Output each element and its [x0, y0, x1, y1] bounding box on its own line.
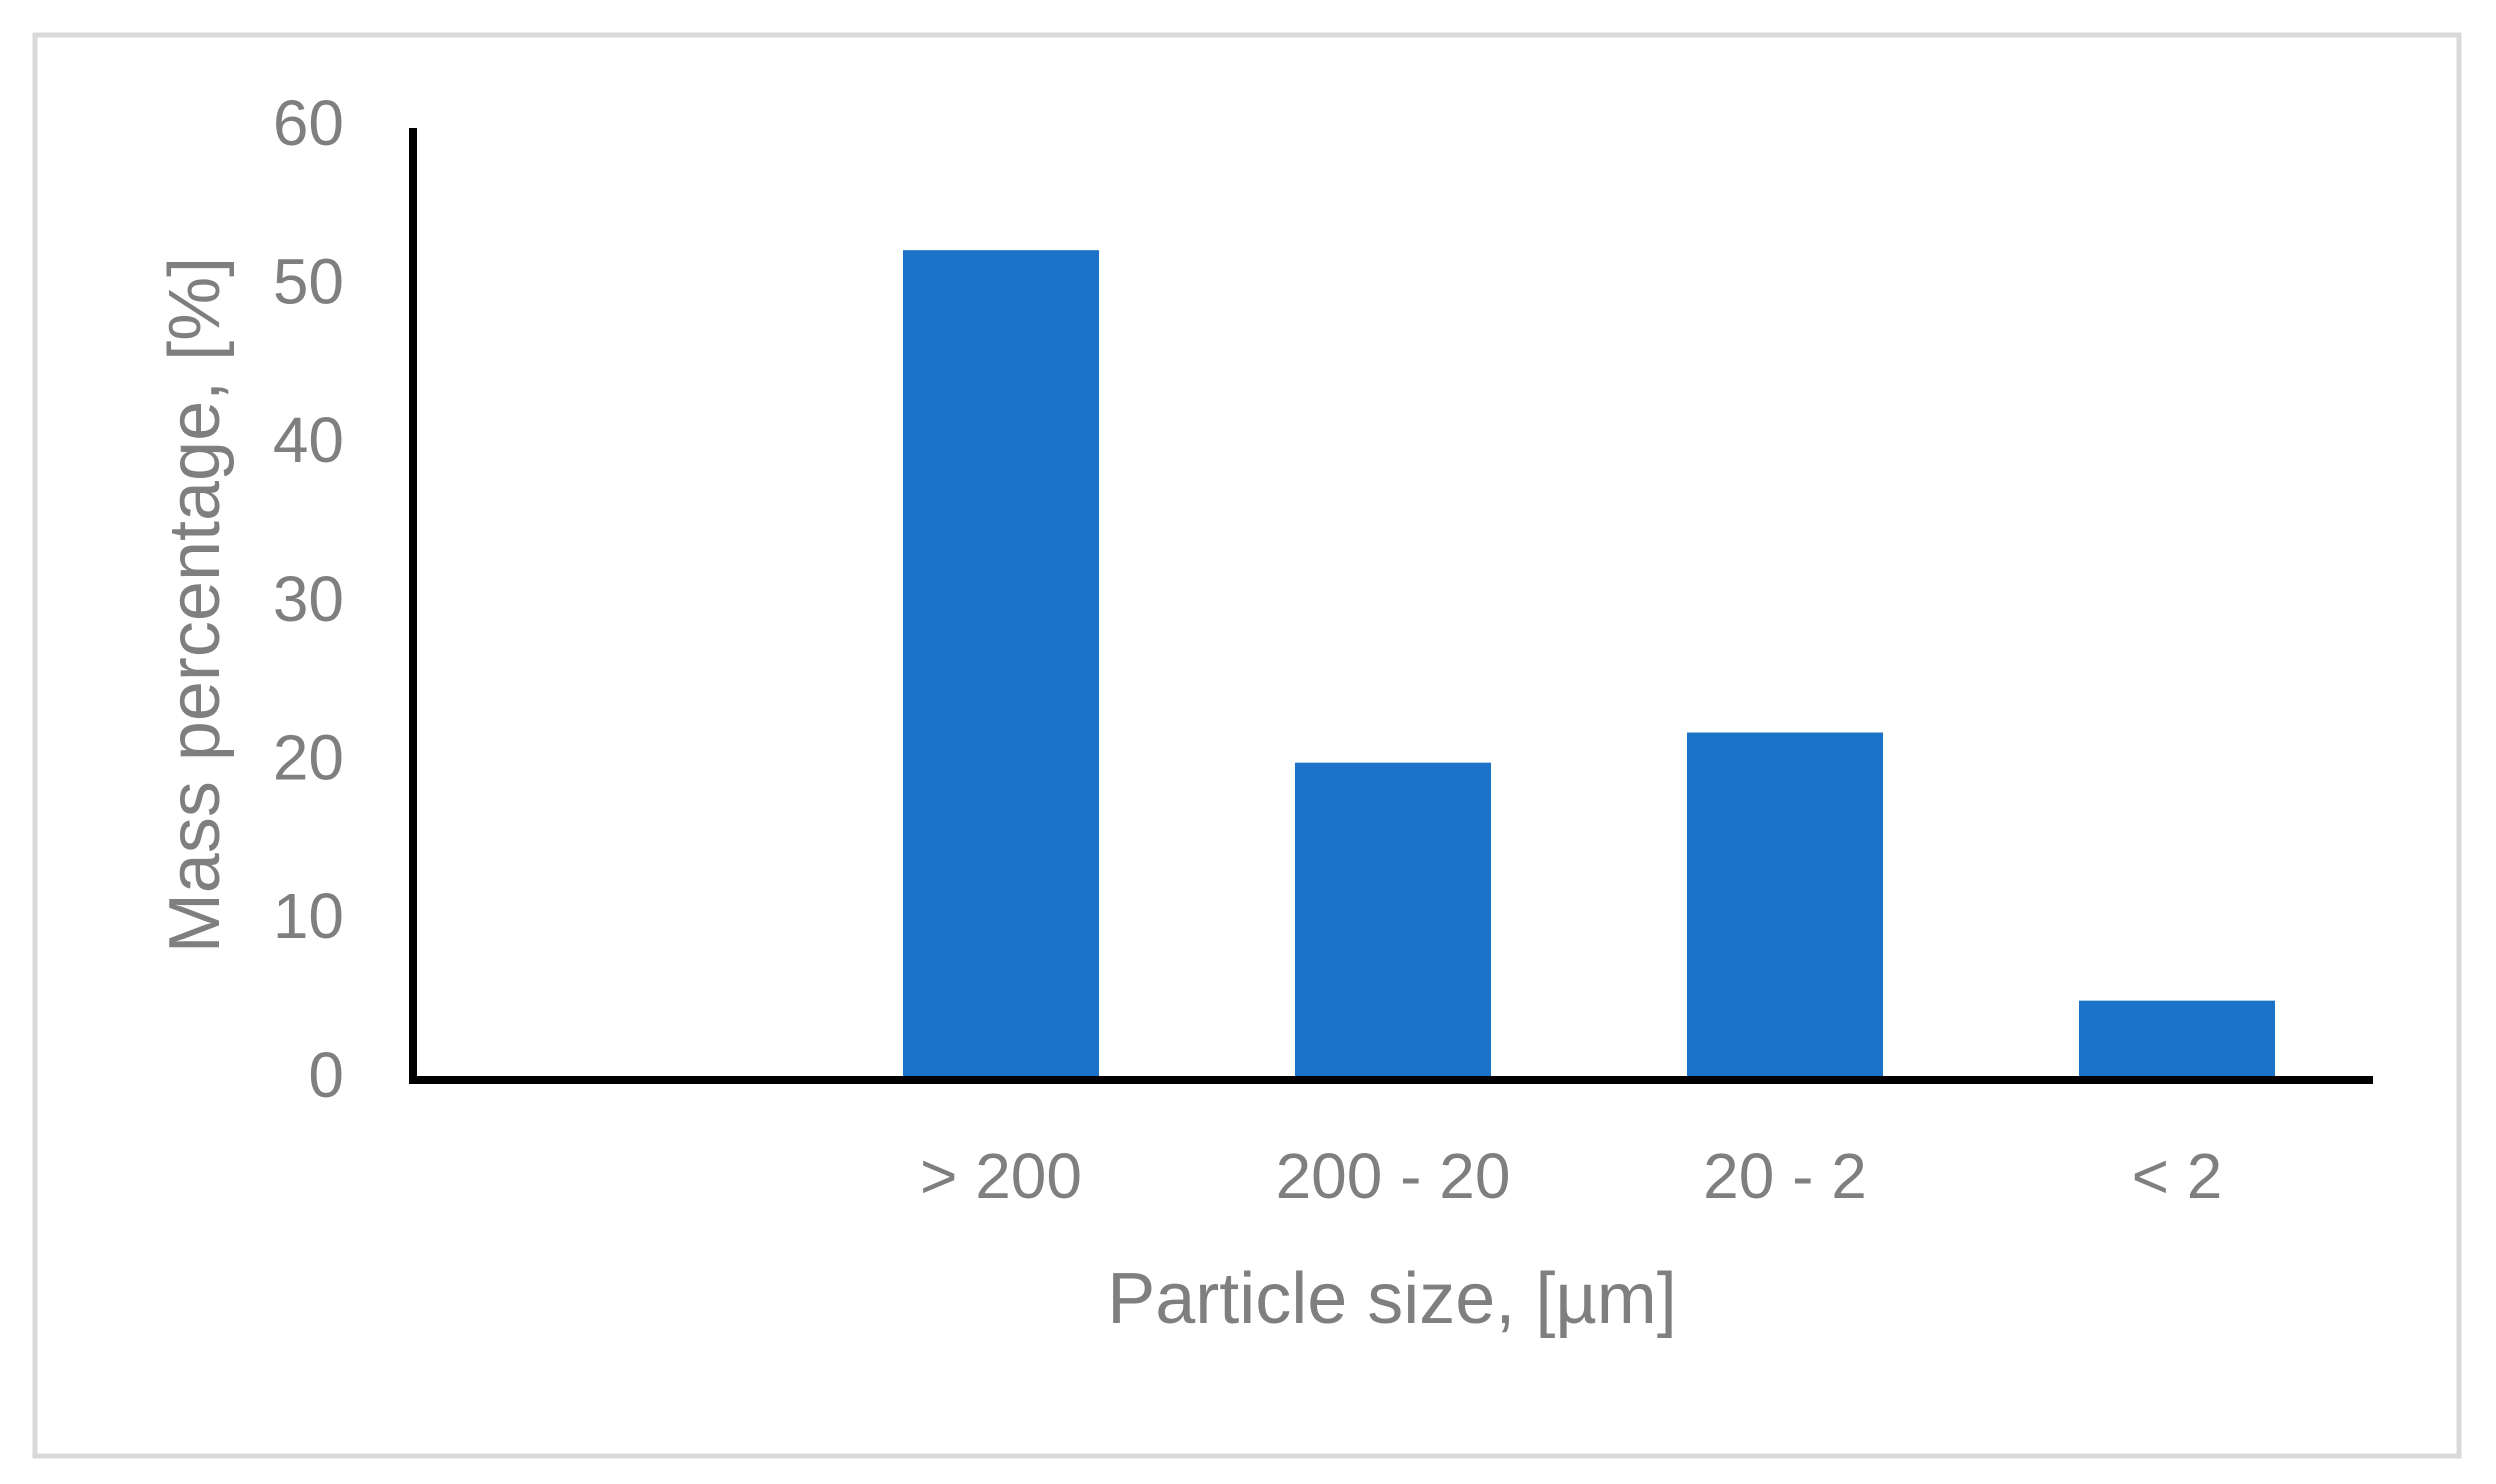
y-tick-label: 30 [273, 563, 344, 635]
bar [1687, 732, 1883, 1080]
y-tick-label: 0 [308, 1039, 344, 1111]
y-tick-label: 60 [273, 87, 344, 159]
chart-frame [32, 32, 2462, 1459]
y-axis-title: Mass percentage, [%] [155, 257, 235, 953]
bar [903, 250, 1099, 1080]
bar [2079, 1000, 2275, 1080]
x-axis-title: Particle size, [µm] [1107, 1259, 1677, 1339]
y-tick-label: 20 [273, 722, 344, 794]
bar [1295, 762, 1491, 1080]
y-tick-label: 50 [273, 246, 344, 318]
y-tick-label: 40 [273, 404, 344, 476]
x-tick-label: 20 - 2 [1703, 1140, 1867, 1212]
x-tick-label: < 2 [2132, 1140, 2223, 1212]
y-tick-label: 10 [273, 880, 344, 952]
x-tick-label: > 200 [920, 1140, 1082, 1212]
x-tick-label: 200 - 20 [1276, 1140, 1511, 1212]
